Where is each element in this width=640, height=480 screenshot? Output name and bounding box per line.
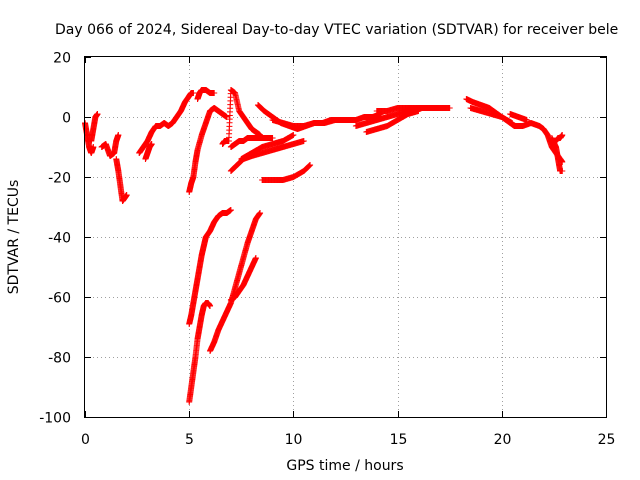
series-arc-03 bbox=[98, 132, 122, 159]
series-arc-18 bbox=[207, 210, 264, 354]
data-point bbox=[436, 105, 443, 111]
x-tick-label: 5 bbox=[185, 432, 194, 448]
data-point bbox=[94, 111, 101, 117]
series-arc-25 bbox=[507, 111, 530, 123]
series-arc-21 bbox=[363, 108, 422, 135]
series-arc-27 bbox=[548, 135, 566, 174]
plot-frame bbox=[84, 56, 607, 418]
data-point bbox=[148, 141, 155, 147]
data-point bbox=[559, 168, 566, 174]
series-arc-15 bbox=[259, 162, 314, 183]
data-point bbox=[207, 303, 214, 309]
series-arc-28 bbox=[552, 132, 566, 144]
series-arc-06 bbox=[142, 141, 155, 162]
series-arc-22 bbox=[373, 105, 443, 114]
y-axis-label: SDTVAR / TECUs bbox=[6, 180, 22, 295]
series-arc-14 bbox=[269, 117, 359, 129]
y-tick-label: -20 bbox=[48, 171, 71, 187]
chart-title: Day 066 of 2024, Sidereal Day-to-day VTE… bbox=[55, 22, 618, 38]
data-point bbox=[300, 138, 307, 144]
series-arc-13 bbox=[254, 102, 384, 132]
data-point bbox=[269, 135, 276, 141]
data-point bbox=[190, 90, 197, 96]
series-arc-10 bbox=[227, 135, 276, 150]
data-point bbox=[257, 210, 264, 216]
series-arc-05 bbox=[136, 90, 197, 156]
x-tick-label: 0 bbox=[81, 432, 90, 448]
data-point bbox=[90, 144, 97, 150]
data-point bbox=[211, 90, 218, 96]
data-point bbox=[252, 255, 259, 261]
grid-lines bbox=[85, 57, 606, 417]
data-point bbox=[352, 117, 359, 123]
x-tick-label: 25 bbox=[598, 432, 616, 448]
x-tick-label: 15 bbox=[390, 432, 408, 448]
data-point bbox=[307, 162, 314, 168]
y-tick-label: -80 bbox=[48, 351, 71, 367]
series-arc-24 bbox=[467, 105, 516, 126]
series-arc-16 bbox=[186, 207, 234, 327]
data-points bbox=[82, 87, 566, 405]
y-tick-labels: -100 -80 -60 -40 -20 0 20 bbox=[39, 51, 71, 427]
data-point bbox=[115, 132, 122, 138]
data-point bbox=[290, 132, 297, 138]
y-tick-label: 20 bbox=[53, 51, 71, 67]
series-arc-07 bbox=[194, 87, 218, 102]
series-arc-04 bbox=[113, 156, 130, 204]
series-arc-08 bbox=[186, 105, 230, 195]
x-axis-label: GPS time / hours bbox=[286, 458, 403, 474]
series-arc-02 bbox=[88, 111, 101, 144]
series-arc-17 bbox=[186, 300, 214, 405]
series-arc-19 bbox=[227, 255, 259, 303]
data-point bbox=[227, 207, 234, 213]
y-tick-label: 0 bbox=[62, 111, 71, 127]
data-point bbox=[446, 105, 453, 111]
y-tick-label: -40 bbox=[48, 231, 71, 247]
x-tick-label: 20 bbox=[494, 432, 512, 448]
series-arc-23 bbox=[463, 96, 543, 129]
x-tick-labels: 0 5 10 15 20 25 bbox=[81, 432, 615, 448]
series-arc-12 bbox=[238, 132, 297, 162]
x-tick-label: 10 bbox=[285, 432, 303, 448]
data-point bbox=[559, 132, 566, 138]
y-tick-label: -100 bbox=[39, 411, 71, 427]
data-point bbox=[123, 192, 130, 198]
y-tick-label: -60 bbox=[48, 291, 71, 307]
data-point bbox=[523, 117, 530, 123]
data-point bbox=[509, 120, 516, 126]
